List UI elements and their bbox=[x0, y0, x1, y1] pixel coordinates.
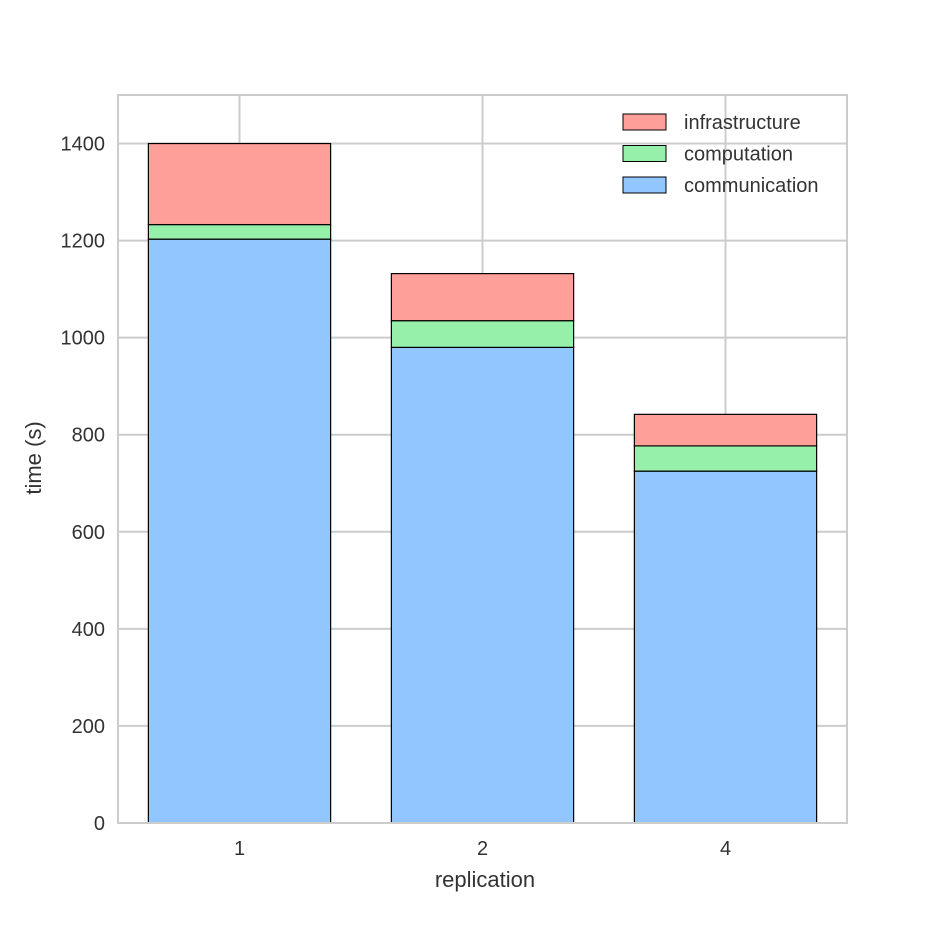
bars bbox=[147, 142, 818, 824]
legend-swatch-infrastructure bbox=[622, 113, 667, 131]
bar-infrastructure-1 bbox=[147, 142, 332, 226]
legend-label-computation: computation bbox=[684, 144, 793, 166]
y-tick-label: 1000 bbox=[61, 328, 106, 350]
y-tick-label: 800 bbox=[72, 425, 105, 447]
bar-computation-4 bbox=[633, 445, 818, 472]
y-tick-label: 1400 bbox=[61, 134, 106, 156]
x-tick-labels: 1 2 4 bbox=[234, 838, 731, 860]
x-tick-label: 1 bbox=[234, 838, 245, 860]
x-axis-label: replication bbox=[435, 867, 535, 892]
legend-swatch-computation bbox=[622, 145, 667, 162]
y-tick-label: 400 bbox=[72, 619, 105, 641]
legend-label-communication: communication bbox=[684, 175, 819, 197]
x-tick-label: 4 bbox=[720, 838, 731, 860]
y-tick-labels: 0 200 400 600 800 1000 1200 1400 bbox=[61, 134, 106, 835]
bar-computation-1 bbox=[147, 223, 332, 240]
bar-communication-4 bbox=[633, 470, 818, 824]
y-tick-label: 200 bbox=[72, 716, 105, 738]
y-tick-label: 600 bbox=[72, 522, 105, 544]
plot-frame bbox=[117, 94, 848, 824]
bar-communication-2 bbox=[390, 346, 575, 824]
bar-infrastructure-4 bbox=[633, 413, 818, 447]
legend-label-infrastructure: infrastructure bbox=[684, 112, 801, 134]
y-tick-label: 0 bbox=[94, 813, 105, 835]
bar-infrastructure-2 bbox=[390, 273, 575, 322]
y-axis-label: time (s) bbox=[21, 421, 46, 494]
bar-communication-1 bbox=[147, 238, 332, 824]
legend: infrastructure computation communication bbox=[622, 112, 819, 197]
y-tick-label: 1200 bbox=[61, 231, 106, 253]
legend-swatch-communication bbox=[622, 176, 667, 194]
x-tick-label: 2 bbox=[477, 838, 488, 860]
bar-computation-2 bbox=[390, 320, 575, 348]
